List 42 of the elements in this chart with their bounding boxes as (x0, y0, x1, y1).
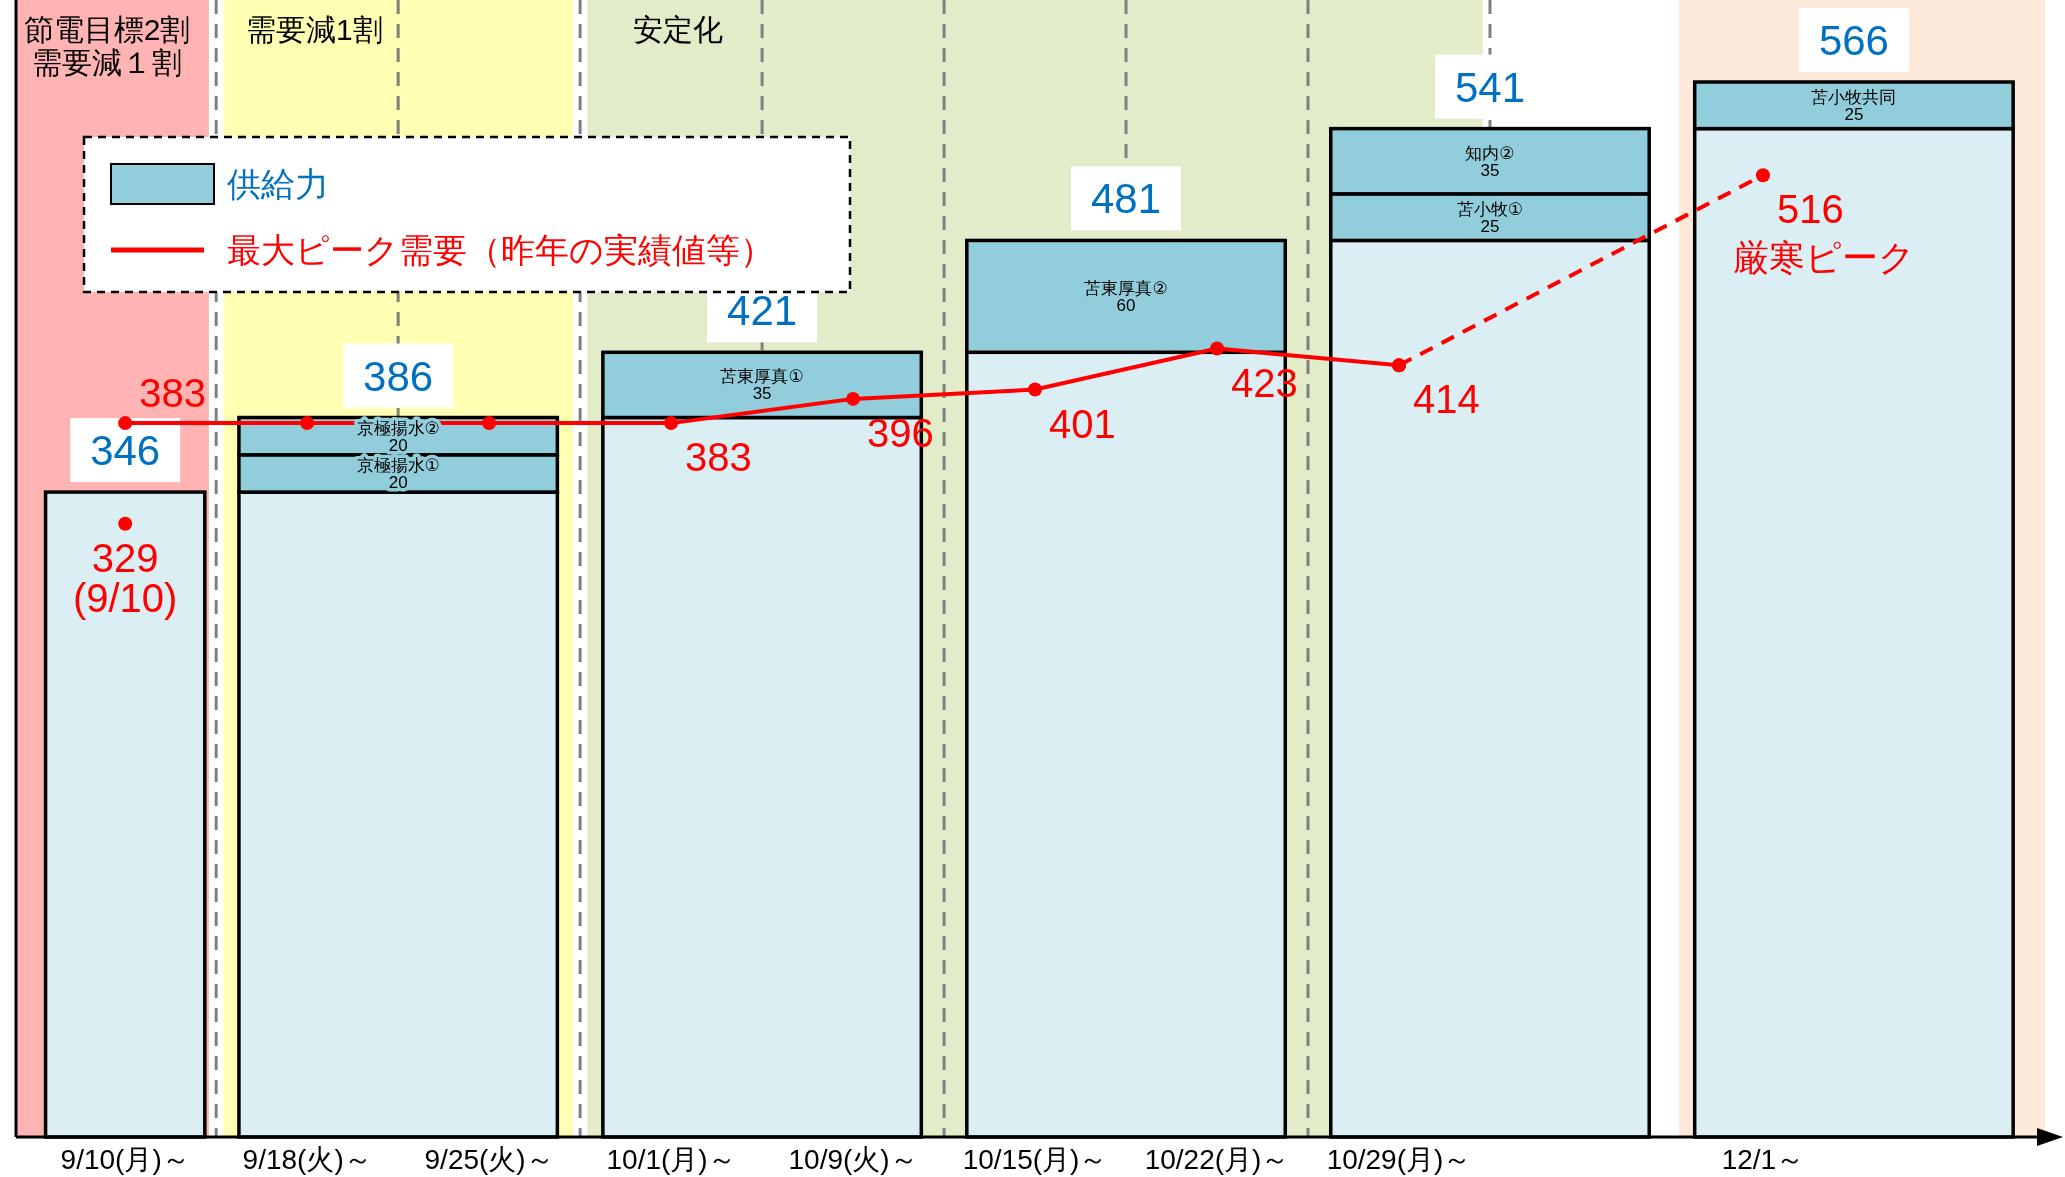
data-label: 383 (685, 435, 752, 480)
point (482, 416, 497, 431)
data-label: 苫東厚真① 35 (720, 366, 804, 403)
data-label: 知内② 35 (1465, 143, 1515, 180)
total-label: 481 (1091, 174, 1162, 222)
point (1392, 358, 1406, 373)
band-label: 安定化 (633, 13, 724, 46)
total-label: 541 (1454, 63, 1526, 111)
annotation: 厳寒ピーク (1732, 237, 1915, 279)
data-label: 苫小牧① 25 (1456, 199, 1524, 236)
data-label: 329 (9/10) (72, 535, 178, 620)
point (118, 416, 133, 431)
data-label: 京極揚水① 20 (356, 455, 440, 492)
point (664, 416, 679, 431)
point (118, 516, 133, 531)
total-label: 421 (727, 286, 798, 334)
x-tick-label: 9/25(火)～ (424, 1144, 554, 1175)
x-tick-label: 10/22(月)～ (1144, 1144, 1290, 1175)
total-label: 346 (90, 426, 161, 474)
x-tick-label: 10/1(月)～ (606, 1144, 736, 1175)
data-label: 414 (1413, 377, 1480, 422)
x-tick-label: 9/10(月)～ (60, 1144, 190, 1175)
band-label: 節電目標2割需要減１割 (23, 13, 191, 79)
band-label: 需要減1割 (246, 13, 383, 46)
legend-label: 最大ピーク需要（昨年の実績値等） (227, 231, 774, 269)
total-label: 566 (1818, 16, 1889, 64)
x-tick-label: 10/29(月)～ (1326, 1144, 1472, 1175)
point (1210, 341, 1225, 356)
point (846, 391, 861, 406)
data-label: 苫小牧共同 25 (1811, 87, 1897, 124)
legend-label: 供給力 (227, 165, 329, 203)
data-label: 383 (139, 371, 206, 416)
data-label: 401 (1049, 401, 1116, 446)
x-tick-label: 10/15(月)～ (962, 1144, 1108, 1175)
x-tick-label: 12/1～ (1721, 1144, 1805, 1175)
point (1028, 382, 1043, 397)
data-label: 苫東厚真② 60 (1084, 278, 1168, 315)
data-label: 516 (1776, 187, 1844, 232)
total-label: 386 (363, 352, 434, 400)
x-tick-label: 9/18(火)～ (242, 1144, 372, 1175)
x-tick-label: 10/9(火)～ (788, 1144, 918, 1175)
point (300, 416, 315, 431)
